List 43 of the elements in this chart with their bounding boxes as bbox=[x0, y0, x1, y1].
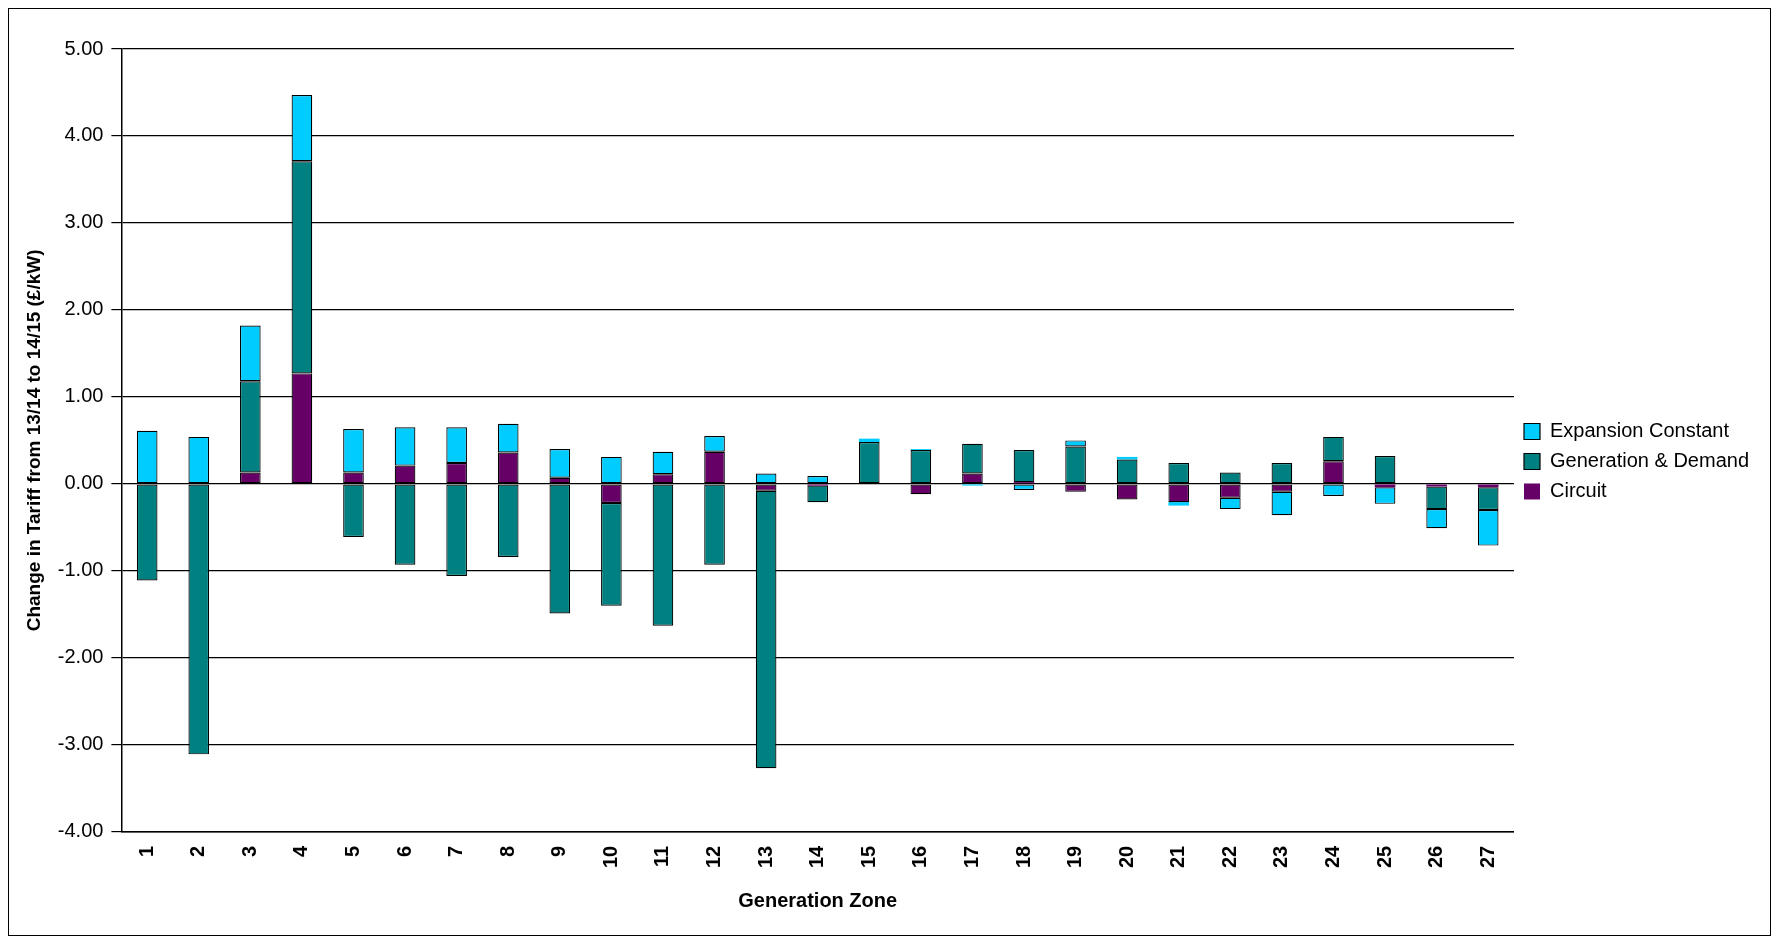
x-tick-label: 22 bbox=[1217, 845, 1240, 868]
x-tick-label: 1 bbox=[134, 845, 157, 857]
x-tick-label: 15 bbox=[856, 845, 879, 868]
x-tick-label: 23 bbox=[1269, 845, 1292, 868]
legend-label: Expansion Constant bbox=[1550, 419, 1730, 442]
x-tick-label: 7 bbox=[444, 845, 467, 857]
y-tick-label: 4.00 bbox=[64, 123, 104, 146]
x-tick-label: 27 bbox=[1475, 845, 1498, 868]
y-tick-label: 1.00 bbox=[64, 384, 104, 407]
x-tick-label: 6 bbox=[392, 845, 415, 857]
y-tick-label: -1.00 bbox=[57, 558, 104, 581]
x-tick-label: 9 bbox=[547, 845, 570, 857]
y-tick-label: 2.00 bbox=[64, 297, 104, 320]
x-tick-label: 11 bbox=[650, 845, 673, 867]
y-tick-label: 5.00 bbox=[64, 36, 104, 59]
x-tick-label: 20 bbox=[1114, 845, 1137, 868]
x-tick-label: 10 bbox=[598, 845, 621, 868]
y-tick-label: -3.00 bbox=[57, 732, 104, 755]
x-tick-label: 24 bbox=[1320, 844, 1343, 868]
x-tick-label: 2 bbox=[186, 845, 209, 857]
x-tick-label: 21 bbox=[1166, 845, 1189, 868]
x-tick-label: 5 bbox=[341, 845, 363, 857]
x-tick-label: 18 bbox=[1011, 845, 1034, 868]
x-tick-label: 3 bbox=[237, 845, 260, 857]
x-axis-title: Generation Zone bbox=[738, 889, 898, 912]
x-tick-label: 4 bbox=[289, 844, 312, 857]
x-tick-label: 13 bbox=[753, 845, 776, 868]
x-tick-label: 25 bbox=[1372, 845, 1395, 868]
x-tick-label: 26 bbox=[1424, 845, 1447, 868]
y-tick-label: -4.00 bbox=[57, 819, 104, 842]
y-tick-label: 0.00 bbox=[64, 471, 104, 494]
x-tick-label: 19 bbox=[1063, 845, 1086, 868]
bar bbox=[1426, 484, 1447, 487]
x-tick-label: 16 bbox=[908, 845, 931, 868]
legend-label: Generation & Demand bbox=[1550, 449, 1750, 472]
x-tick-label: 8 bbox=[495, 845, 518, 857]
x-tick-label: 17 bbox=[959, 845, 982, 868]
x-tick-label: 12 bbox=[702, 845, 725, 868]
y-tick-label: -2.00 bbox=[57, 645, 104, 668]
legend-label: Circuit bbox=[1550, 479, 1608, 502]
y-tick-label: 3.00 bbox=[64, 210, 104, 233]
x-tick-label: 14 bbox=[805, 844, 828, 868]
y-axis-title: Change in Tariff from 13/14 to 14/15 (£/kW) bbox=[22, 249, 44, 632]
